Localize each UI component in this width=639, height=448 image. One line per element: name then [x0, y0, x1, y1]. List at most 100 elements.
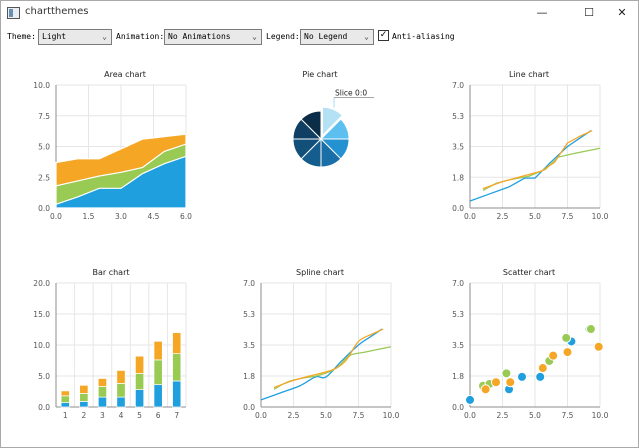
area-series	[55, 155, 187, 209]
close-button[interactable]: ✕	[617, 6, 627, 19]
y-tick-label: 1.8	[452, 372, 464, 381]
maximize-button[interactable]: ☐	[584, 6, 594, 19]
x-tick-label: 7.5	[353, 411, 365, 420]
line-series	[469, 130, 592, 202]
bar	[116, 370, 126, 384]
y-tick-label: 3.5	[243, 341, 255, 350]
pie-slice	[300, 110, 322, 141]
y-tick-label: 1.8	[243, 372, 255, 381]
toolbar: Theme: Light ⌄ Animation: No Animations …	[1, 28, 638, 48]
bar	[172, 380, 182, 408]
animation-select[interactable]: No Animations ⌄	[164, 29, 262, 45]
theme-label: Theme:	[7, 32, 36, 41]
y-tick-label: 15.0	[33, 310, 50, 319]
line-series	[482, 130, 593, 190]
chevron-down-icon: ⌄	[102, 32, 107, 41]
x-tick-label: 4	[119, 411, 124, 420]
legend-select[interactable]: No Legend ⌄	[300, 29, 374, 45]
y-tick-label: 0.0	[38, 204, 50, 213]
line-series	[273, 328, 384, 389]
bar	[79, 401, 89, 408]
x-tick-label: 10.0	[592, 212, 609, 221]
scatter-point	[505, 377, 516, 388]
y-tick-label: 7.0	[452, 81, 464, 90]
scatter-point	[548, 350, 559, 361]
x-tick-label: 2.5	[497, 212, 509, 221]
y-tick-label: 3.5	[452, 143, 464, 152]
x-tick-label: 3.0	[115, 212, 127, 221]
bar	[97, 378, 107, 387]
title-bar[interactable]: chartthemes — ☐ ✕	[1, 1, 638, 26]
bar	[172, 353, 182, 382]
chart-title: Pie chart	[302, 70, 337, 79]
y-tick-label: 5.3	[452, 310, 464, 319]
x-tick-label: 5.0	[529, 411, 541, 420]
x-tick-label: 6.0	[180, 212, 192, 221]
x-tick-label: 5	[137, 411, 142, 420]
bar	[116, 383, 126, 398]
chart-scatter: Scatter chart 0.0 1.8 3.5 5.3 7.0 0.0 2.5 5.0 7.5…	[452, 268, 609, 420]
chart-pie: Pie chart Slice 0:0	[292, 70, 375, 168]
scatter-point	[585, 324, 596, 335]
x-tick-label: 10.0	[592, 411, 609, 420]
bar	[60, 390, 70, 397]
y-tick-label: 7.0	[243, 279, 255, 288]
x-tick-label: 0.0	[50, 212, 62, 221]
x-tick-label: 0.0	[464, 212, 476, 221]
legend-label: Legend:	[266, 32, 300, 41]
bar	[60, 395, 70, 404]
antialias-checkbox[interactable]: ✓	[378, 30, 389, 41]
scatter-point	[593, 341, 604, 352]
chart-title: Line chart	[509, 70, 549, 79]
bar	[60, 402, 70, 408]
minimize-button[interactable]: —	[536, 6, 548, 19]
bar	[116, 396, 126, 408]
y-tick-label: 1.8	[452, 173, 464, 182]
animation-select-value: No Animations	[168, 32, 231, 41]
x-tick-label: 1	[63, 411, 68, 420]
chevron-down-icon: ⌄	[252, 32, 257, 41]
scatter-point	[561, 332, 572, 343]
x-tick-label: 1.5	[83, 212, 95, 221]
bar	[153, 384, 163, 408]
x-tick-label: 3	[100, 411, 105, 420]
y-tick-label: 0.0	[38, 403, 50, 412]
chart-line: Line chart 0.0 1.8 3.5 5.3 7.0 0.0 2.5 5.0 7.5 10.…	[452, 70, 609, 221]
x-tick-label: 10.0	[383, 411, 400, 420]
theme-select[interactable]: Light ⌄	[38, 29, 112, 45]
checkmark-icon: ✓	[379, 30, 388, 40]
x-tick-label: 5.0	[320, 411, 332, 420]
x-tick-label: 2.5	[497, 411, 509, 420]
bar	[135, 355, 145, 374]
x-tick-label: 0.0	[464, 411, 476, 420]
y-tick-label: 5.0	[38, 143, 50, 152]
bar	[97, 396, 107, 408]
y-tick-label: 10.0	[33, 341, 50, 350]
y-tick-label: 7.5	[38, 112, 50, 121]
chevron-down-icon: ⌄	[364, 32, 369, 41]
bar	[172, 332, 182, 355]
bar	[135, 389, 145, 408]
line-series	[482, 147, 601, 192]
scatter-point	[491, 377, 501, 388]
scatter-point	[562, 347, 573, 358]
x-tick-label: 7.5	[562, 411, 574, 420]
scatter-point	[465, 394, 475, 405]
y-tick-label: 3.5	[452, 341, 464, 350]
x-tick-label: 7	[174, 411, 179, 420]
scatter-point	[501, 368, 512, 379]
x-tick-label: 5.0	[529, 212, 541, 221]
chart-line: Spline chart 0.0 1.8 3.5 5.3 7.0 0.0 2.5 5.0 7.5 1…	[243, 268, 400, 420]
y-tick-label: 7.0	[452, 279, 464, 288]
chart-title: Scatter chart	[503, 268, 555, 277]
scatter-point	[517, 371, 527, 382]
app-icon	[7, 7, 20, 19]
bar	[97, 386, 107, 398]
scatter-point	[537, 363, 548, 374]
x-tick-label: 7.5	[562, 212, 574, 221]
y-tick-label: 5.3	[243, 310, 255, 319]
chart-title: Area chart	[104, 70, 146, 79]
x-tick-label: 2	[81, 411, 86, 420]
y-tick-label: 5.3	[452, 112, 464, 121]
chart-title: Bar chart	[92, 268, 129, 277]
